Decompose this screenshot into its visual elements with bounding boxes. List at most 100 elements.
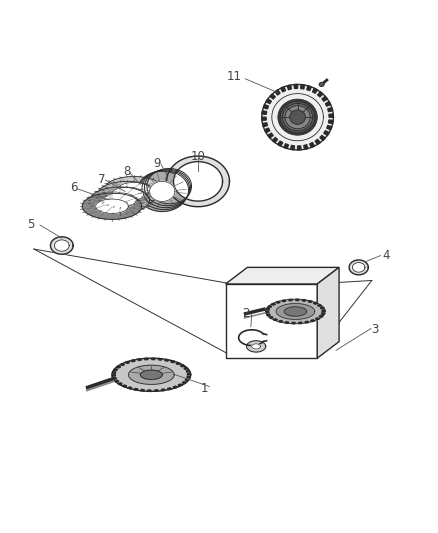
Polygon shape <box>328 120 333 124</box>
Polygon shape <box>325 102 331 106</box>
Polygon shape <box>289 300 292 301</box>
Polygon shape <box>329 114 333 117</box>
Ellipse shape <box>262 84 333 150</box>
Polygon shape <box>272 138 278 142</box>
Polygon shape <box>104 176 163 203</box>
Text: 1: 1 <box>201 382 208 395</box>
Polygon shape <box>302 300 306 301</box>
Polygon shape <box>161 389 165 391</box>
Polygon shape <box>278 141 283 146</box>
Polygon shape <box>262 111 267 115</box>
Polygon shape <box>349 260 368 275</box>
Polygon shape <box>134 389 138 390</box>
Polygon shape <box>268 306 272 308</box>
Polygon shape <box>279 320 283 322</box>
Polygon shape <box>118 383 122 385</box>
Polygon shape <box>155 390 158 391</box>
Polygon shape <box>54 240 69 251</box>
Polygon shape <box>282 300 286 302</box>
Polygon shape <box>138 359 141 360</box>
Polygon shape <box>353 263 365 272</box>
Polygon shape <box>263 104 268 109</box>
Polygon shape <box>299 322 302 324</box>
Polygon shape <box>268 133 273 138</box>
Polygon shape <box>184 368 188 369</box>
Polygon shape <box>178 384 183 386</box>
Polygon shape <box>300 85 304 89</box>
Polygon shape <box>321 313 325 314</box>
Ellipse shape <box>280 101 315 133</box>
Polygon shape <box>122 385 127 387</box>
Polygon shape <box>226 268 339 284</box>
Polygon shape <box>187 376 191 378</box>
Polygon shape <box>310 143 314 148</box>
Polygon shape <box>284 307 307 316</box>
Polygon shape <box>307 86 311 91</box>
Polygon shape <box>266 309 269 310</box>
Polygon shape <box>90 187 150 213</box>
Polygon shape <box>127 387 132 389</box>
Polygon shape <box>290 146 294 150</box>
Polygon shape <box>311 320 315 321</box>
Polygon shape <box>270 94 276 99</box>
Ellipse shape <box>278 99 317 135</box>
Polygon shape <box>317 268 339 358</box>
Polygon shape <box>262 123 268 127</box>
Text: 11: 11 <box>227 70 242 83</box>
Polygon shape <box>266 311 269 313</box>
Polygon shape <box>50 237 73 254</box>
Polygon shape <box>247 341 266 352</box>
Polygon shape <box>320 135 325 140</box>
Polygon shape <box>128 365 174 384</box>
Polygon shape <box>112 358 191 391</box>
Text: 2: 2 <box>242 306 250 320</box>
Text: 10: 10 <box>191 150 205 163</box>
Polygon shape <box>284 144 289 149</box>
Polygon shape <box>115 380 119 382</box>
Polygon shape <box>131 360 135 362</box>
Polygon shape <box>318 305 321 306</box>
Polygon shape <box>271 303 276 305</box>
Polygon shape <box>111 187 144 201</box>
Polygon shape <box>158 359 162 360</box>
Polygon shape <box>150 181 175 201</box>
Polygon shape <box>148 390 151 391</box>
Polygon shape <box>324 131 329 135</box>
Polygon shape <box>120 364 124 366</box>
Polygon shape <box>125 361 130 364</box>
Polygon shape <box>173 386 177 388</box>
Polygon shape <box>315 140 320 144</box>
Polygon shape <box>285 322 289 324</box>
Polygon shape <box>312 88 318 93</box>
Polygon shape <box>276 301 280 303</box>
Polygon shape <box>328 108 333 111</box>
Polygon shape <box>180 365 185 367</box>
Polygon shape <box>186 370 190 372</box>
Polygon shape <box>145 358 148 360</box>
Polygon shape <box>265 128 270 133</box>
Polygon shape <box>187 374 191 375</box>
Ellipse shape <box>283 103 313 131</box>
Polygon shape <box>266 299 325 324</box>
Polygon shape <box>182 382 186 384</box>
Polygon shape <box>226 284 317 358</box>
Text: 3: 3 <box>371 324 379 336</box>
Polygon shape <box>113 377 117 379</box>
Polygon shape <box>96 199 128 213</box>
Polygon shape <box>267 314 270 316</box>
Ellipse shape <box>319 82 324 87</box>
Polygon shape <box>113 369 118 370</box>
Polygon shape <box>287 85 291 90</box>
Polygon shape <box>297 146 301 150</box>
Polygon shape <box>269 317 273 318</box>
Polygon shape <box>292 322 295 324</box>
Text: 8: 8 <box>123 165 130 178</box>
Polygon shape <box>296 299 299 301</box>
Text: 9: 9 <box>153 157 161 170</box>
Polygon shape <box>275 90 280 95</box>
Polygon shape <box>141 390 145 391</box>
Polygon shape <box>266 99 272 103</box>
Polygon shape <box>112 375 115 376</box>
Polygon shape <box>140 370 162 379</box>
Polygon shape <box>165 359 169 361</box>
